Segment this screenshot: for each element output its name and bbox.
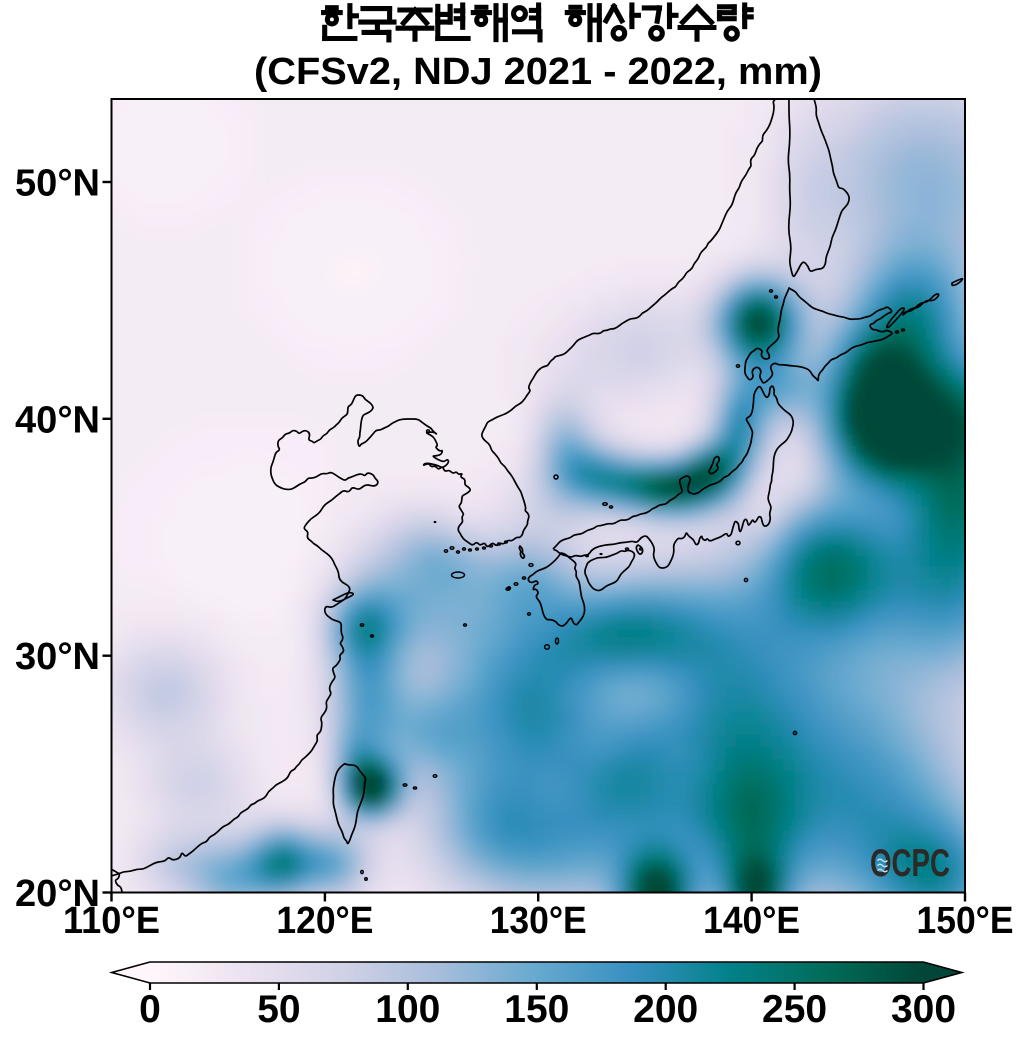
svg-text:130°E: 130°E: [490, 900, 587, 942]
svg-text:250: 250: [762, 988, 827, 1031]
svg-text:300: 300: [891, 988, 956, 1031]
svg-text:(CFSv2, NDJ 2021 - 2022, mm): (CFSv2, NDJ 2021 - 2022, mm): [254, 51, 822, 93]
svg-text:110°E: 110°E: [63, 900, 160, 942]
svg-text:200: 200: [633, 988, 698, 1031]
svg-text:120°E: 120°E: [276, 900, 373, 942]
svg-text:150: 150: [504, 988, 569, 1031]
svg-text:140°E: 140°E: [703, 900, 800, 942]
svg-text:OCPC: OCPC: [870, 842, 950, 885]
svg-text:0: 0: [139, 988, 161, 1031]
svg-text:50: 50: [257, 988, 300, 1031]
svg-text:50°N: 50°N: [15, 163, 100, 205]
svg-text:150°E: 150°E: [917, 900, 1014, 942]
svg-text:30°N: 30°N: [15, 636, 100, 678]
svg-text:40°N: 40°N: [15, 399, 100, 441]
svg-text:100: 100: [375, 988, 440, 1031]
svg-text:20°N: 20°N: [15, 873, 100, 915]
